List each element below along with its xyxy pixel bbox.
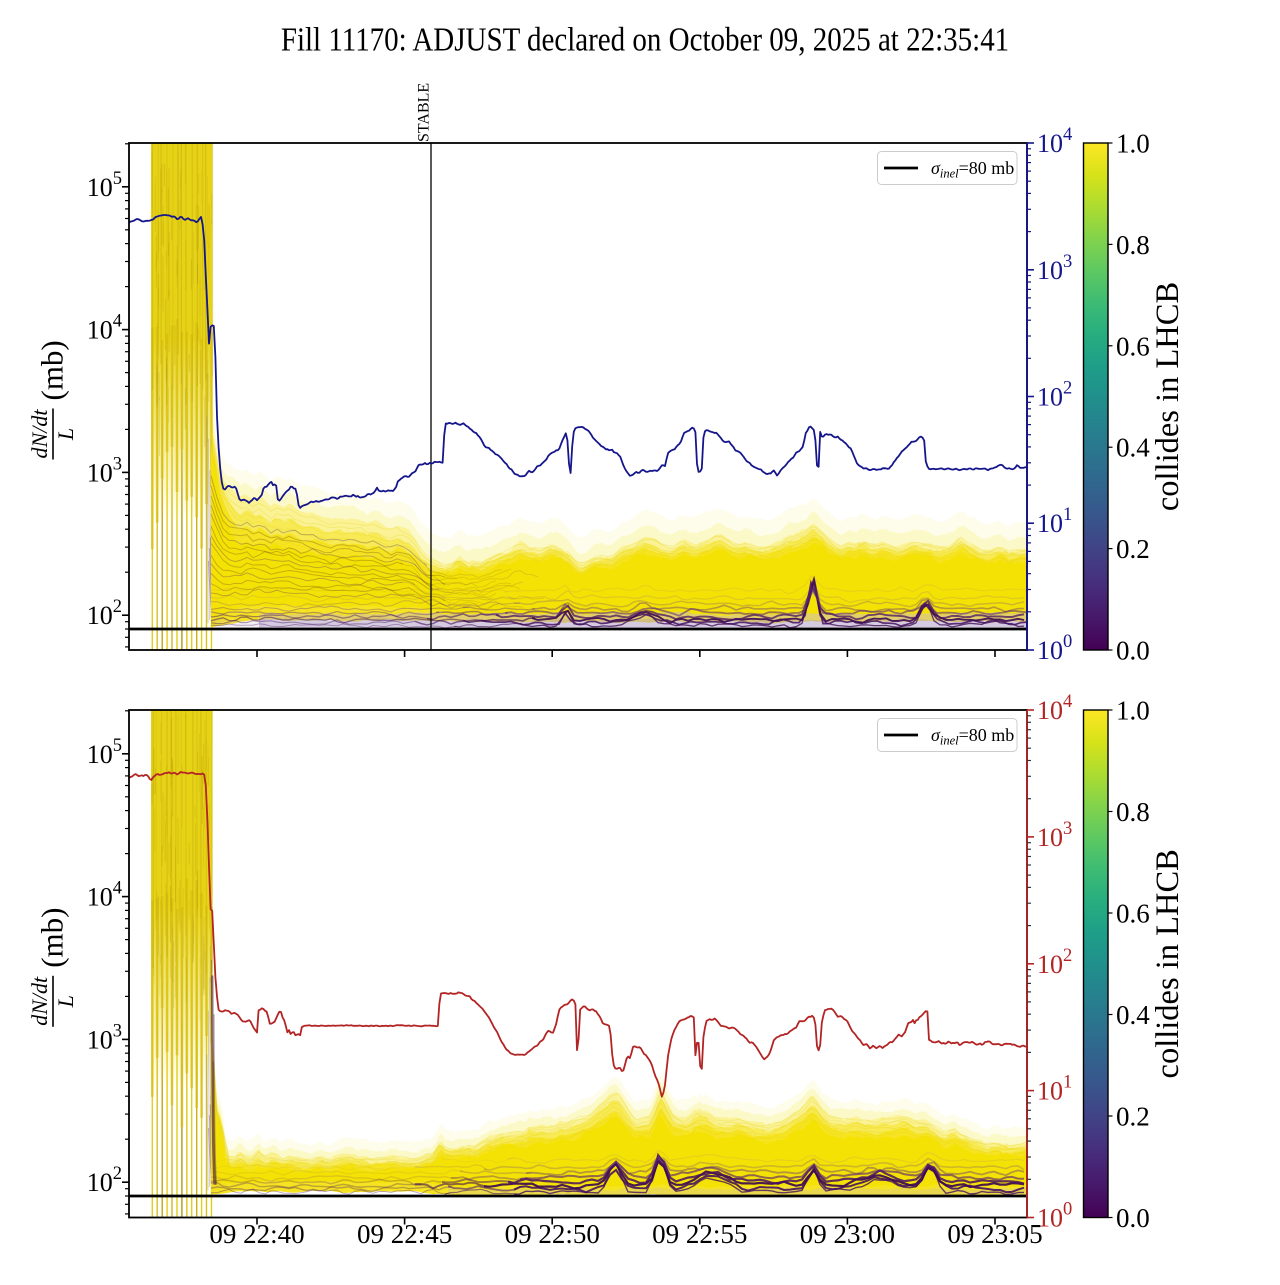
svg-text:0.2: 0.2	[1116, 534, 1150, 564]
svg-text:09 23:05: 09 23:05	[947, 1219, 1042, 1249]
svg-text:Fill 11170: ADJUST declared on: Fill 11170: ADJUST declared on October 0…	[281, 20, 1009, 58]
svg-text:09 22:40: 09 22:40	[209, 1219, 304, 1249]
svg-text:dN/dt: dN/dt	[27, 976, 52, 1026]
svg-text:1.0: 1.0	[1116, 129, 1150, 159]
svg-text:0.4: 0.4	[1116, 1000, 1150, 1030]
svg-text:0.0: 0.0	[1116, 636, 1150, 666]
svg-text:0.6: 0.6	[1116, 331, 1150, 361]
svg-text:09 22:55: 09 22:55	[652, 1219, 747, 1249]
svg-text:1.0: 1.0	[1116, 696, 1150, 726]
svg-text:L: L	[53, 995, 78, 1008]
svg-text:104: 104	[1037, 692, 1072, 725]
svg-text:STABLE: STABLE	[416, 83, 433, 142]
svg-text:09 22:45: 09 22:45	[357, 1219, 452, 1249]
svg-text:dN/dt: dN/dt	[27, 409, 52, 459]
svg-text:0.2: 0.2	[1116, 1102, 1150, 1132]
svg-text:collides in LHCB: collides in LHCB	[1150, 282, 1186, 511]
svg-text:(mb): (mb)	[35, 340, 70, 400]
svg-text:09 23:00: 09 23:00	[800, 1219, 895, 1249]
svg-text:(mb): (mb)	[35, 908, 70, 968]
svg-text:104: 104	[87, 312, 122, 345]
svg-text:0.8: 0.8	[1116, 797, 1150, 827]
svg-text:0.8: 0.8	[1116, 230, 1150, 260]
svg-text:09 22:50: 09 22:50	[505, 1219, 600, 1249]
svg-text:0.6: 0.6	[1116, 899, 1150, 929]
svg-text:collides in LHCB: collides in LHCB	[1150, 849, 1186, 1078]
svg-text:L: L	[53, 428, 78, 441]
svg-text:0.0: 0.0	[1116, 1203, 1150, 1233]
svg-text:0.4: 0.4	[1116, 433, 1150, 463]
